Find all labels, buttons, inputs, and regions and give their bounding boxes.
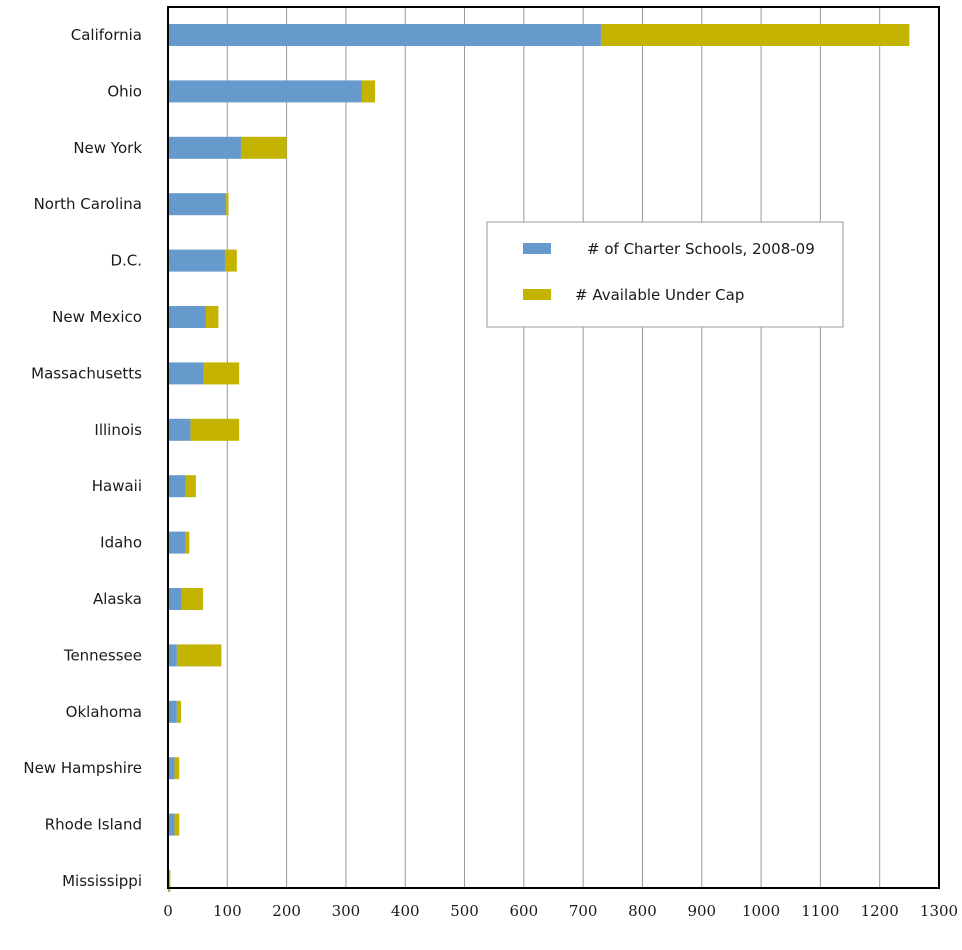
x-tick-label: 100 xyxy=(213,902,242,920)
category-label: Hawaii xyxy=(92,477,142,495)
bar-available-under-cap xyxy=(185,531,190,554)
bar-charter-schools xyxy=(168,531,186,554)
x-tick-label: 1000 xyxy=(742,902,780,920)
bar-charter-schools xyxy=(168,813,175,836)
x-tick-label: 500 xyxy=(450,902,479,920)
x-tick-label: 1300 xyxy=(920,902,958,920)
x-tick-label: 1100 xyxy=(801,902,839,920)
grid-lines xyxy=(226,7,881,888)
category-label: Illinois xyxy=(94,421,142,439)
x-tick-label: 0 xyxy=(163,902,173,920)
bar-charter-schools xyxy=(168,362,204,385)
category-label: Massachusetts xyxy=(31,364,142,382)
x-tick-label: 200 xyxy=(272,902,301,920)
category-label: Oklahoma xyxy=(66,703,142,721)
legend-label-charter-schools: # of Charter Schools, 2008-09 xyxy=(587,240,815,258)
bar-charter-schools xyxy=(168,588,182,610)
plot-area-background xyxy=(168,7,939,888)
bar-charter-schools xyxy=(168,249,225,272)
bar-available-under-cap xyxy=(361,80,375,103)
x-tick-labels: 0 100 200 300 400 500 600 700 800 900 1000 1100 1200… xyxy=(163,902,958,920)
x-tick-label: 800 xyxy=(628,902,657,920)
bar-charter-schools xyxy=(168,24,601,46)
bar-charter-schools xyxy=(168,80,362,103)
bar-available-under-cap xyxy=(203,362,240,385)
bar-charter-schools xyxy=(168,700,177,723)
category-label: California xyxy=(71,26,142,44)
category-label: Ohio xyxy=(107,82,142,100)
bar-available-under-cap xyxy=(176,644,222,667)
category-label: New Hampshire xyxy=(23,759,142,777)
bar-charter-schools xyxy=(168,475,186,498)
category-label: Alaska xyxy=(93,590,142,608)
bar-available-under-cap xyxy=(181,588,203,610)
x-tick-label: 900 xyxy=(687,902,716,920)
bar-available-under-cap xyxy=(205,306,219,328)
category-label: Tennessee xyxy=(63,646,142,664)
legend-label-available-under-cap: # Available Under Cap xyxy=(575,286,744,304)
x-tick-label: 1200 xyxy=(861,902,899,920)
bar-available-under-cap xyxy=(240,136,287,159)
bar-charter-schools xyxy=(168,193,227,216)
bar-charter-schools xyxy=(168,644,177,667)
bar-available-under-cap xyxy=(168,870,171,892)
plot-area-frame xyxy=(167,6,940,889)
bars xyxy=(168,24,910,892)
legend: # of Charter Schools, 2008-09 # Availabl… xyxy=(486,221,844,328)
bar-charter-schools xyxy=(168,757,175,780)
category-label: Idaho xyxy=(100,534,142,552)
x-tick-label: 400 xyxy=(391,902,420,920)
legend-box xyxy=(486,221,844,328)
x-tick-label: 300 xyxy=(332,902,361,920)
legend-swatch-available-under-cap xyxy=(523,289,551,300)
legend-swatch-charter-schools xyxy=(523,243,551,254)
bar-available-under-cap xyxy=(174,757,180,780)
category-labels: California Ohio New York North Carolina D.C.… xyxy=(23,26,142,890)
bar-charter-schools xyxy=(168,418,191,441)
x-tick-label: 600 xyxy=(510,902,539,920)
bar-available-under-cap xyxy=(185,475,196,498)
bar-available-under-cap xyxy=(224,249,237,272)
bar-available-under-cap xyxy=(174,813,180,836)
bar-available-under-cap xyxy=(190,418,240,441)
category-label: North Carolina xyxy=(34,195,142,213)
bar-available-under-cap xyxy=(600,24,910,46)
x-tick-label: 700 xyxy=(569,902,598,920)
category-label: Rhode Island xyxy=(45,816,142,834)
category-label: New Mexico xyxy=(52,308,142,326)
category-label: New York xyxy=(73,139,142,157)
category-label: D.C. xyxy=(110,252,142,270)
bar-available-under-cap xyxy=(226,193,229,216)
bar-charter-schools xyxy=(168,136,241,159)
bar-charter-schools xyxy=(168,306,206,328)
category-label: Mississippi xyxy=(62,872,142,890)
bar-available-under-cap xyxy=(176,700,182,723)
